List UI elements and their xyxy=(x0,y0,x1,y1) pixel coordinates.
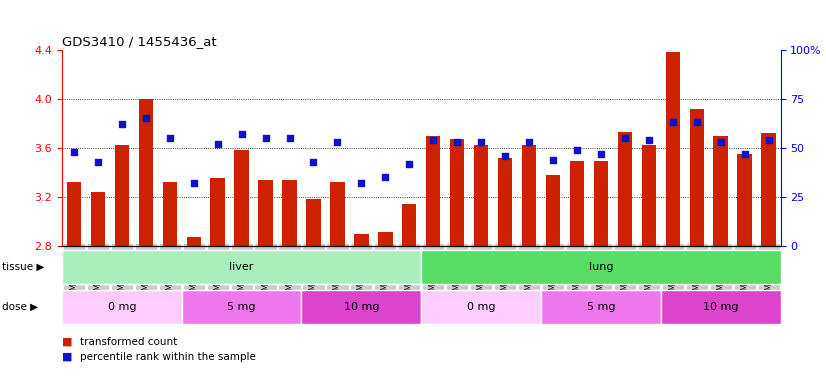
Point xyxy=(666,119,679,126)
Bar xyxy=(115,146,129,384)
Point xyxy=(690,119,703,126)
Bar xyxy=(618,132,632,384)
Bar xyxy=(522,146,536,384)
Point xyxy=(235,131,248,137)
Text: ■: ■ xyxy=(62,337,73,347)
Bar xyxy=(450,139,464,384)
Point xyxy=(211,141,224,147)
Bar xyxy=(235,150,249,384)
Bar xyxy=(211,179,225,384)
Bar xyxy=(762,133,776,384)
Bar xyxy=(259,180,273,384)
Bar xyxy=(187,237,201,384)
Bar xyxy=(498,158,512,384)
Text: dose ▶: dose ▶ xyxy=(2,302,38,312)
Bar xyxy=(306,199,320,384)
Bar xyxy=(570,161,584,384)
Bar xyxy=(661,290,781,324)
Bar xyxy=(354,233,368,384)
Point xyxy=(282,135,296,141)
Text: 0 mg: 0 mg xyxy=(107,302,136,312)
Bar xyxy=(282,180,297,384)
Point xyxy=(546,157,559,163)
Bar xyxy=(666,52,680,384)
Text: 10 mg: 10 mg xyxy=(703,302,738,312)
Point xyxy=(618,135,631,141)
Point xyxy=(139,116,152,122)
Point xyxy=(67,149,81,155)
Point xyxy=(426,137,439,143)
Point xyxy=(522,139,535,145)
Text: transformed count: transformed count xyxy=(80,337,178,347)
Point xyxy=(714,139,727,145)
Point xyxy=(330,139,344,145)
Point xyxy=(187,180,200,186)
Point xyxy=(498,152,511,159)
Text: ■: ■ xyxy=(62,352,73,362)
Bar xyxy=(426,136,440,384)
Point xyxy=(378,174,392,180)
Bar xyxy=(690,109,704,384)
Bar xyxy=(163,182,177,384)
Point xyxy=(402,161,415,167)
Text: tissue ▶: tissue ▶ xyxy=(2,262,44,272)
Text: percentile rank within the sample: percentile rank within the sample xyxy=(80,352,256,362)
Bar xyxy=(378,232,392,384)
Bar xyxy=(139,99,153,384)
Point xyxy=(594,151,607,157)
Point xyxy=(762,137,775,143)
Bar xyxy=(714,136,728,384)
Point xyxy=(642,137,655,143)
Bar xyxy=(642,146,656,384)
Text: 0 mg: 0 mg xyxy=(467,302,496,312)
Point xyxy=(354,180,368,186)
Point xyxy=(91,159,104,165)
Bar xyxy=(594,161,608,384)
Bar xyxy=(91,192,105,384)
Text: liver: liver xyxy=(230,262,254,272)
Point xyxy=(570,147,583,153)
Point xyxy=(115,121,129,127)
Point xyxy=(306,159,320,165)
Bar xyxy=(421,250,781,284)
Text: 10 mg: 10 mg xyxy=(344,302,379,312)
Bar xyxy=(330,182,344,384)
Text: 5 mg: 5 mg xyxy=(586,302,615,312)
Point xyxy=(259,135,272,141)
Text: lung: lung xyxy=(589,262,613,272)
Bar xyxy=(62,290,182,324)
Point xyxy=(163,135,176,141)
Bar xyxy=(738,154,752,384)
Bar xyxy=(546,175,560,384)
Bar xyxy=(182,290,301,324)
Bar xyxy=(474,146,488,384)
Bar xyxy=(62,250,421,284)
Bar xyxy=(301,290,421,324)
Text: GDS3410 / 1455436_at: GDS3410 / 1455436_at xyxy=(62,35,216,48)
Text: 5 mg: 5 mg xyxy=(227,302,256,312)
Bar xyxy=(421,290,541,324)
Bar xyxy=(67,182,81,384)
Bar xyxy=(402,204,416,384)
Point xyxy=(474,139,487,145)
Bar xyxy=(541,290,661,324)
Point xyxy=(450,139,463,145)
Point xyxy=(738,151,751,157)
